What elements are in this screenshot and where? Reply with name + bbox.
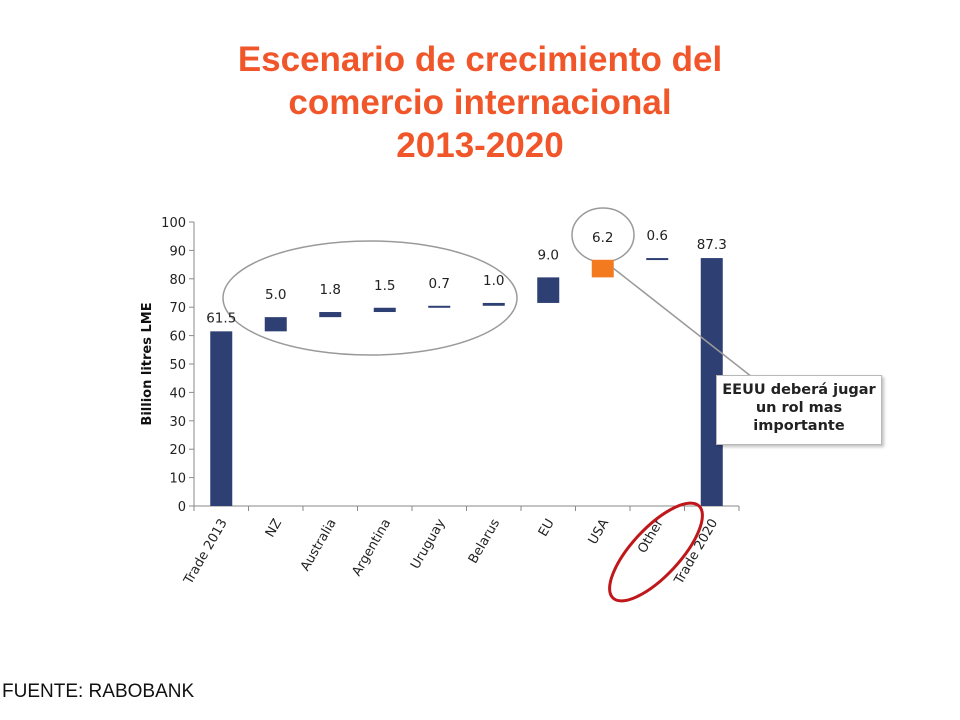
y-tick-label: 10 xyxy=(169,472,186,487)
title-line-3: 2013-2020 xyxy=(396,126,564,165)
y-tick-label: 60 xyxy=(169,330,186,345)
data-label: 1.5 xyxy=(374,278,395,294)
title-line-2: comercio internacional xyxy=(288,83,672,122)
usa-callout-box: EEUU deberá jugar un rol mas importante xyxy=(716,375,882,445)
source-note: FUENTE: RABOBANK xyxy=(2,681,195,702)
data-label: 1.0 xyxy=(483,273,504,289)
red-highlight-ellipse xyxy=(608,501,704,603)
y-tick-label: 90 xyxy=(169,244,186,259)
y-axis-label: Billion litres LME xyxy=(140,302,155,425)
y-tick-label: 100 xyxy=(161,216,186,231)
y-tick-label: 50 xyxy=(169,358,186,373)
data-label: 0.6 xyxy=(647,228,668,244)
bar-belarus xyxy=(482,302,505,306)
bar-usa xyxy=(591,259,614,278)
bar-argentina xyxy=(373,307,396,313)
y-tick-label: 0 xyxy=(178,500,186,515)
bar-trade-2013 xyxy=(210,331,233,506)
bar-australia xyxy=(319,312,342,318)
bar-eu xyxy=(537,277,560,303)
callout-line-2: un rol mas xyxy=(755,400,843,416)
data-label: 9.0 xyxy=(538,247,559,263)
x-tick-label: Uruguay xyxy=(408,516,449,572)
data-label: 5.0 xyxy=(265,287,286,303)
bar-nz xyxy=(264,317,287,332)
title-line-1: Escenario de crecimiento del xyxy=(237,40,723,79)
callout-connector-line xyxy=(612,267,753,378)
y-tick-label: 70 xyxy=(169,301,186,316)
small-contributors-ellipse xyxy=(222,240,518,356)
x-tick-label: Argentina xyxy=(350,517,395,579)
x-tick-label: NZ xyxy=(263,516,285,540)
data-label: 61.5 xyxy=(206,310,236,326)
x-tick-label: USA xyxy=(586,516,612,547)
x-tick-label: Australia xyxy=(298,517,340,574)
y-tick-label: 30 xyxy=(169,415,186,430)
data-label: 87.3 xyxy=(697,237,727,253)
data-label: 1.8 xyxy=(320,282,341,298)
x-tick-label: Trade 2020 xyxy=(671,517,721,588)
callout-line-1: EEUU deberá jugar xyxy=(722,382,876,398)
x-tick-label: Trade 2013 xyxy=(181,517,231,588)
bar-uruguay xyxy=(428,305,451,308)
data-label: 0.7 xyxy=(429,276,450,292)
x-tick-label: EU xyxy=(536,517,558,540)
callout-line-3: importante xyxy=(753,418,845,434)
y-tick-label: 40 xyxy=(169,386,186,401)
chart-title: Escenario de crecimiento del comercio in… xyxy=(0,38,960,167)
bar-other xyxy=(646,258,669,261)
y-tick-label: 20 xyxy=(169,443,186,458)
data-label: 6.2 xyxy=(592,230,613,246)
x-tick-label: Belarus xyxy=(466,516,504,566)
y-tick-label: 80 xyxy=(169,273,186,288)
